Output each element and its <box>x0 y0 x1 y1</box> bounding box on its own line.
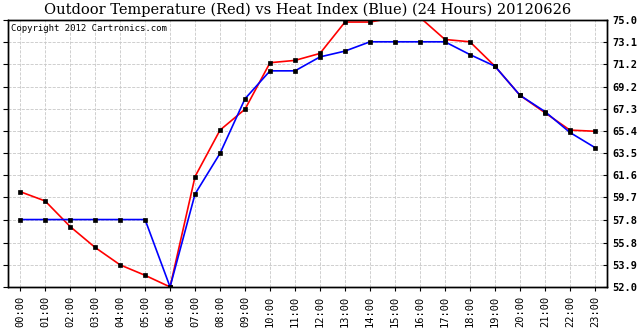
Text: Copyright 2012 Cartronics.com: Copyright 2012 Cartronics.com <box>11 24 166 33</box>
Title: Outdoor Temperature (Red) vs Heat Index (Blue) (24 Hours) 20120626: Outdoor Temperature (Red) vs Heat Index … <box>44 3 571 17</box>
